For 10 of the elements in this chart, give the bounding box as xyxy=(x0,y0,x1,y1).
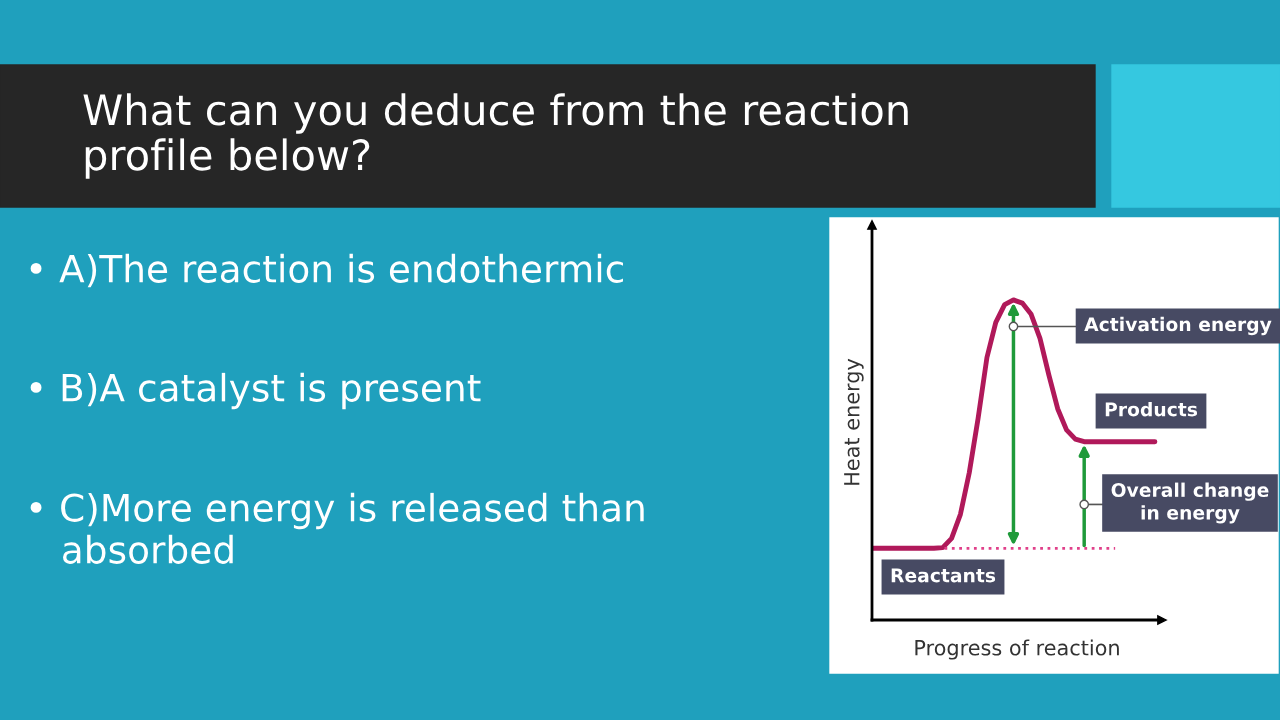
text: • B)A catalyst is present xyxy=(30,372,481,410)
annotation: Products xyxy=(1105,401,1198,417)
text: What can you deduce from the reaction profile below? xyxy=(83,93,908,179)
text: • A)The reaction is endothermic xyxy=(30,253,623,288)
x-axis-title: Progress of reaction xyxy=(915,639,1119,660)
y-axis-title: Heat energy xyxy=(844,358,864,485)
text: • C)More energy is released than absorbed xyxy=(30,492,644,564)
annotation: Reactants xyxy=(891,568,996,583)
annotation: Activation energy xyxy=(1084,316,1272,336)
annotation: Overall change in energy xyxy=(1111,482,1269,524)
